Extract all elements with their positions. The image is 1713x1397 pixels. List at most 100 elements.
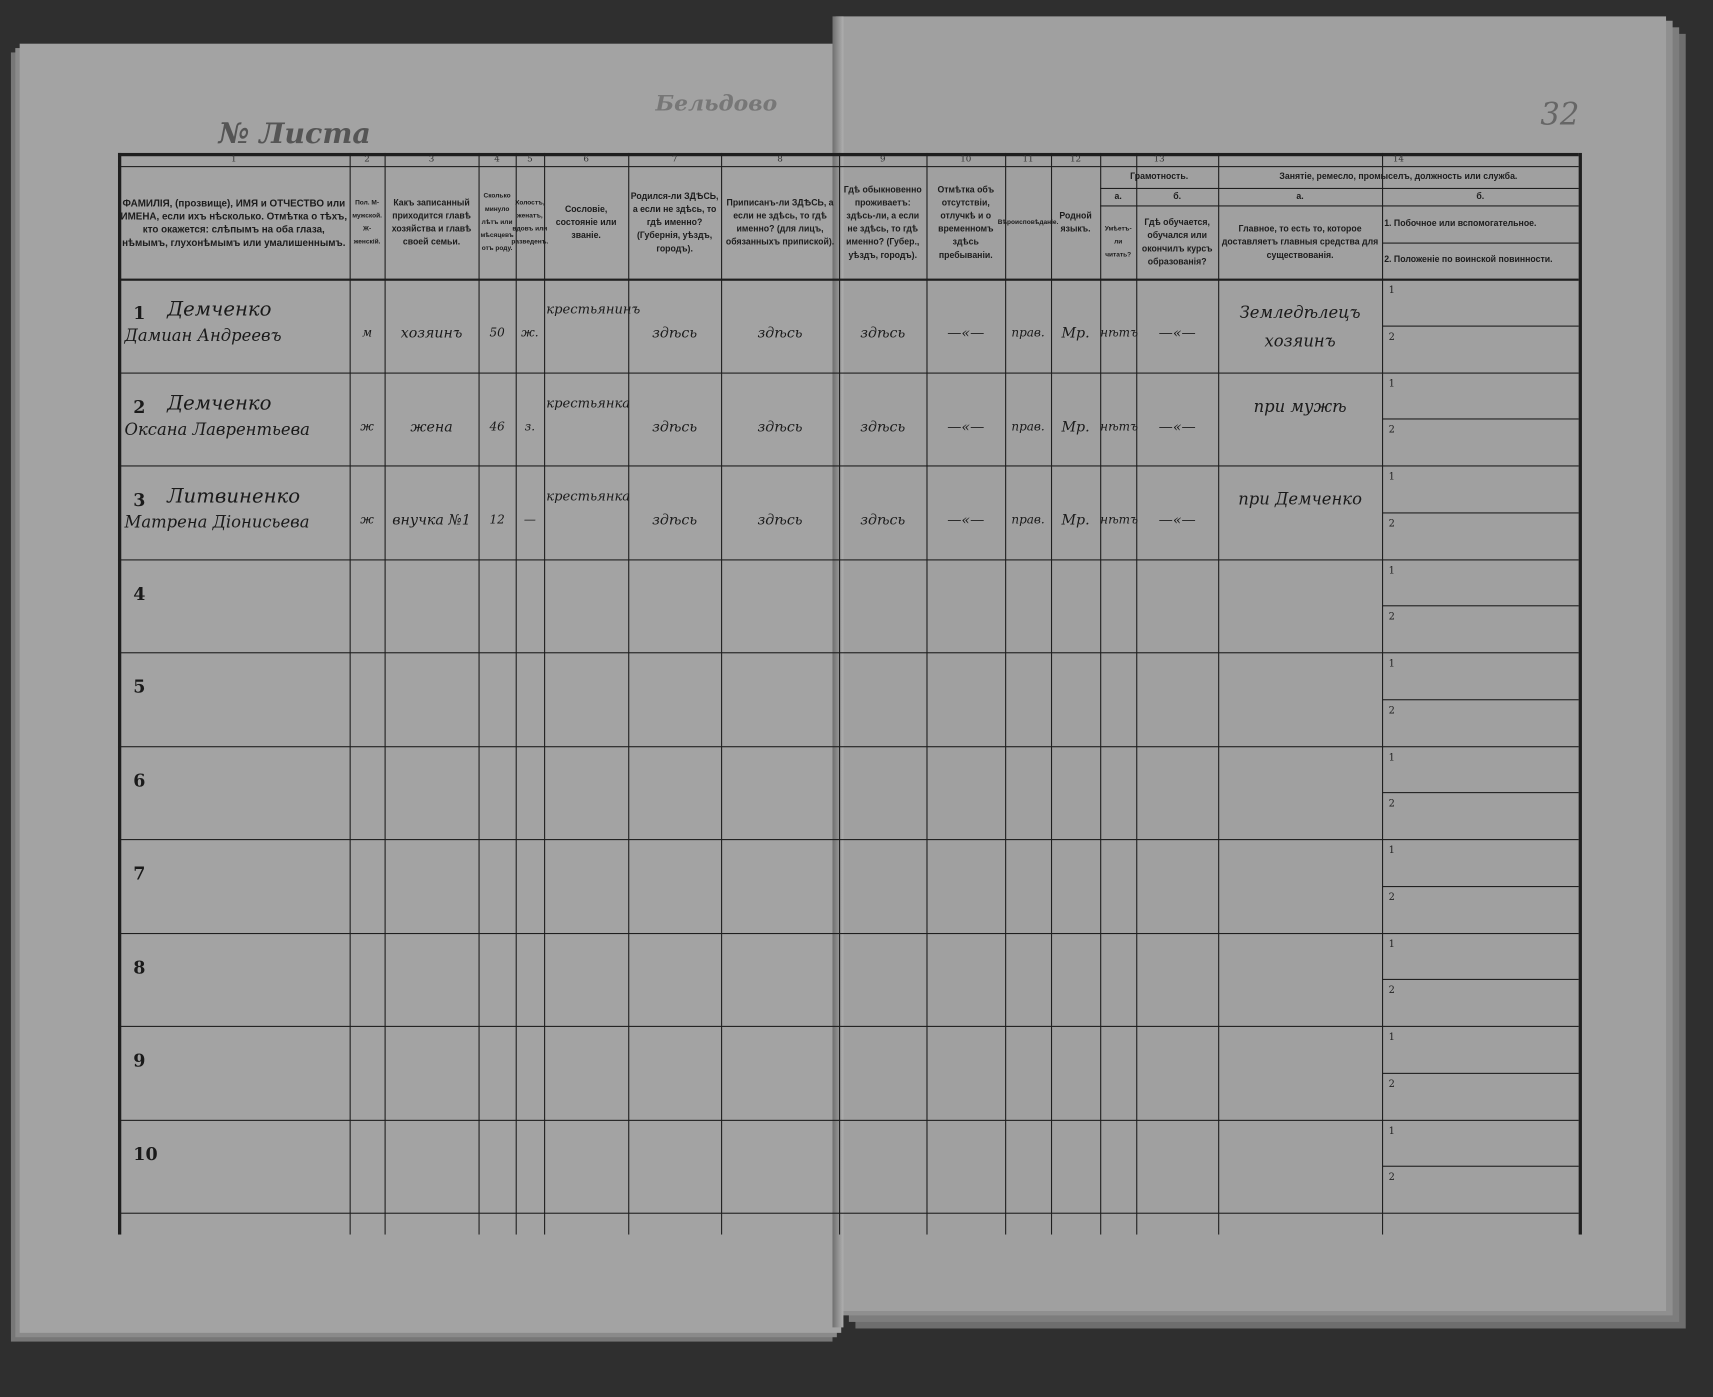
- column-number: 10: [960, 154, 972, 164]
- field-sex: ж: [360, 512, 374, 527]
- sub-label-2: 2: [1388, 892, 1395, 904]
- literacy-b-label: б.: [1173, 191, 1182, 202]
- column-number: 5: [527, 154, 533, 164]
- column-header: Пол. М-мужской. Ж-женскій.: [352, 199, 382, 246]
- row-rule: [117, 652, 1579, 654]
- occupation-header: Занятіе, ремесло, промыселъ, должность и…: [1279, 171, 1518, 182]
- row-rule: [117, 745, 1579, 747]
- field-age: 46: [489, 418, 505, 434]
- column-header: Приписанъ-ли ЗДѢСЬ, а если не здѣсь, то …: [725, 197, 835, 247]
- military-status-header: 2. Положеніе по воинской повинности.: [1384, 254, 1553, 265]
- field-language: Мр.: [1061, 512, 1090, 529]
- field-registered: здѣсь: [757, 512, 803, 529]
- column-number: 12: [1070, 154, 1082, 164]
- row-sub-rule: [1382, 792, 1579, 794]
- given-name: Оксана Лаврентьева: [124, 418, 310, 439]
- village-name: Бельдово: [655, 89, 778, 116]
- sub-label-1: 1: [1388, 285, 1395, 297]
- occupation-secondary-header: 1. Побочное или вспомогательное.: [1384, 218, 1537, 229]
- field-literate: нѣтъ: [1100, 418, 1139, 434]
- column-rule: [1005, 152, 1007, 1235]
- row-sub-rule: [1382, 979, 1579, 981]
- field-residence: здѣсь: [860, 325, 906, 342]
- sub-label-1: 1: [1388, 939, 1395, 950]
- field-estate: крестьянинъ: [546, 301, 641, 317]
- occupation-a-label: а.: [1296, 191, 1304, 202]
- field-age: 12: [489, 512, 505, 527]
- column-number: 4: [494, 154, 500, 164]
- field-education: —«—: [1158, 325, 1196, 342]
- row-number: 7: [133, 863, 146, 884]
- field-residence: здѣсь: [860, 418, 906, 436]
- field-sex: ж: [360, 418, 374, 434]
- sheet-number-label: № Листа: [218, 117, 371, 151]
- column-rule: [1578, 152, 1582, 1235]
- sub-label-2: 2: [1388, 1172, 1395, 1184]
- sub-label-1: 1: [1388, 845, 1395, 857]
- row-number: 4: [133, 582, 146, 604]
- sub-label-1: 1: [1388, 752, 1395, 764]
- sub-label-2: 2: [1388, 985, 1395, 997]
- column-header: Сколько минуло лѣтъ или мѣсяцевъ отъ род…: [480, 192, 514, 252]
- column-number: 8: [777, 154, 783, 164]
- field-literate: нѣтъ: [1100, 325, 1139, 340]
- field-language: Мр.: [1061, 418, 1090, 436]
- column-number: 11: [1022, 154, 1034, 164]
- column-rule: [349, 152, 351, 1235]
- row-number: 8: [133, 956, 146, 978]
- column-number: 1: [231, 154, 237, 164]
- field-registered: здѣсь: [757, 325, 803, 342]
- field-estate: крестьянка: [546, 394, 631, 411]
- field-registered: здѣсь: [757, 418, 803, 436]
- column-rule: [926, 152, 928, 1235]
- field-marital: з.: [524, 418, 536, 434]
- column-number: 13: [1153, 154, 1165, 164]
- row-number: 6: [133, 769, 146, 791]
- sub-label-2: 2: [1388, 798, 1395, 810]
- column-rule: [478, 152, 480, 1235]
- surname: Литвиненко: [167, 485, 301, 509]
- column-rule: [1100, 152, 1102, 1235]
- field-born: здѣсь: [652, 512, 698, 529]
- left-page: [19, 43, 842, 1333]
- given-name: Матрена Діонисьева: [124, 512, 310, 533]
- field-relation: жена: [410, 418, 453, 436]
- column-header: Отмѣтка объ отсутствіи, отлучкѣ и о врем…: [937, 184, 995, 260]
- column-header: Родился-ли ЗДѢСЬ, а если не здѣсь, то гд…: [630, 190, 719, 253]
- row-rule: [117, 932, 1579, 934]
- column-rule: [721, 152, 723, 1235]
- row-number: 3: [133, 489, 146, 511]
- occupation-b-label: б.: [1476, 191, 1485, 202]
- occupation-main-header: Главное, то есть то, которое доставляетъ…: [1221, 223, 1379, 260]
- field-relation: внучка №1: [392, 512, 471, 529]
- sub-label-2: 2: [1388, 705, 1395, 717]
- column-number: 9: [879, 154, 886, 164]
- column-rule: [1218, 152, 1220, 1235]
- column-header: Сословіе, состояніе или званіе.: [555, 203, 617, 240]
- group-rule: [1100, 187, 1579, 190]
- column-rule: [1382, 152, 1384, 1235]
- field-born: здѣсь: [652, 325, 698, 342]
- literacy-a-label: а.: [1114, 191, 1122, 202]
- row-rule: [117, 1119, 1579, 1121]
- sub-label-2: 2: [1388, 612, 1395, 623]
- book-gutter: [832, 16, 844, 1328]
- column-rule: [1050, 152, 1053, 1235]
- row-rule: [117, 1025, 1579, 1027]
- column-rule: [515, 152, 517, 1235]
- field-religion: прав.: [1011, 512, 1045, 527]
- row-sub-rule: [1382, 418, 1579, 420]
- sub-label-1: 1: [1388, 378, 1395, 390]
- row-rule: [117, 371, 1579, 374]
- column-rule: [839, 152, 841, 1235]
- row-number: 10: [133, 1143, 158, 1165]
- column-rule: [384, 152, 386, 1235]
- sub-label-1: 1: [1388, 658, 1395, 670]
- literacy-header: Грамотность.: [1130, 171, 1189, 182]
- literacy-a-header: Умѣетъ-ли читать?: [1104, 225, 1132, 259]
- row-sub-rule: [1382, 1072, 1579, 1074]
- field-absence: —«—: [947, 418, 985, 436]
- sub-label-1: 1: [1388, 471, 1395, 483]
- row-rule: [117, 465, 1579, 467]
